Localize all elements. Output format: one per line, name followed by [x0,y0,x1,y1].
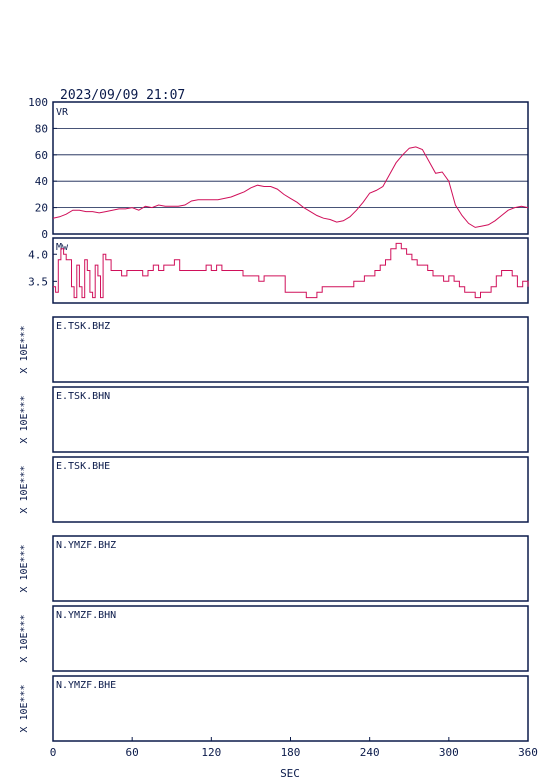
station-frame [52,386,529,453]
vr-ytick-label: 40 [35,175,48,188]
station-name: E.TSK.BHN [56,391,110,402]
vr-ytick-label: 0 [41,228,48,241]
mw-ytick-label: 3.5 [28,275,48,288]
vr-ytick-label: 80 [35,122,48,135]
station-name: N.YMZF.BHN [56,610,116,621]
station-y-axis-label: X 10E*** [19,614,30,662]
vr-gridlines [53,127,528,209]
station-name: N.YMZF.BHZ [56,540,116,551]
x-tick-label: 120 [201,746,221,759]
station-frame [52,605,529,672]
station-frame [52,535,529,602]
vr-label: VR [56,107,69,118]
x-tick-label: 60 [126,746,139,759]
x-tick-label: 0 [50,746,57,759]
vr-ytick-label: 100 [28,96,48,109]
vr-ytick-labels: 0 20 40 60 80 100 [28,96,57,241]
vr-ytick-label: 20 [35,202,48,215]
mw-series-line [53,242,529,299]
station-y-axis-label: X 10E*** [19,395,30,443]
x-axis-label: SEC [280,767,300,780]
mw-label: Mw [56,242,69,253]
mw-panel: Mw 3.5 4.0 [28,237,529,304]
station-y-axis-label: X 10E*** [19,544,30,592]
station-name: N.YMZF.BHE [56,680,116,691]
station-y-axis-label: X 10E*** [19,325,30,373]
station-y-axis-label: X 10E*** [19,684,30,732]
mw-frame [52,237,529,304]
datetime-label: 2023/09/09 21:07 [60,88,185,103]
station-y-axis-label: X 10E*** [19,465,30,513]
x-tick-label: 240 [360,746,380,759]
station-frame [52,456,529,523]
x-tick-label: 180 [281,746,301,759]
x-tick-label: 360 [518,746,538,759]
mw-ytick-label: 4.0 [28,248,48,261]
x-tick-label: 300 [439,746,459,759]
vr-ytick-label: 60 [35,149,48,162]
station-frame [52,316,529,383]
station-name: E.TSK.BHZ [56,321,110,332]
station-panels: E.TSK.BHZ X 10E*** E.TSK.BHN X 10E*** E.TSK.… [19,316,529,742]
x-axis: 0 60 120 180 240 300 360 [50,737,538,759]
mw-ytick-labels: 3.5 4.0 [28,248,57,288]
vr-series-line [52,146,529,228]
station-name: E.TSK.BHE [56,461,110,472]
vr-panel: VR 0 20 40 60 80 100 [28,96,529,241]
station-frame [52,675,529,742]
vr-frame [52,101,529,235]
